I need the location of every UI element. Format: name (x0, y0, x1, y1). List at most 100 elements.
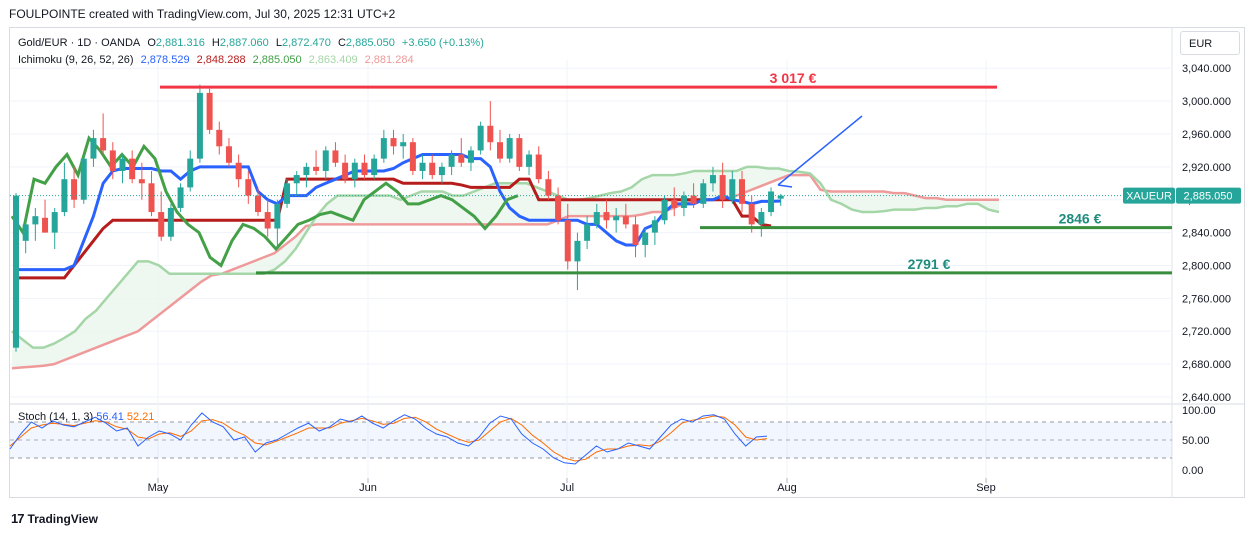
chart-legend: Gold/EUR · 1D · OANDA O2,881.316 H2,887.… (18, 35, 488, 69)
projection-arrow[interactable] (777, 115, 863, 186)
stoch-k-line (9, 412, 768, 465)
candle-body (32, 216, 39, 225)
candle-body (545, 179, 552, 196)
chart-header-title: FOULPOINTE created with TradingView.com,… (9, 7, 396, 21)
candle-body (680, 195, 687, 208)
x-tick-label: Aug (777, 482, 797, 494)
candle-body (22, 224, 29, 241)
candle-body (284, 183, 291, 204)
candle-body (739, 179, 745, 204)
y-tick-label: 3,040.000 (1182, 63, 1231, 75)
candle-body (42, 217, 49, 233)
candle-body (100, 138, 107, 151)
candle-body (671, 199, 678, 208)
symbol-badge-text: XAUEUR (1126, 191, 1172, 203)
candle-body (264, 212, 271, 229)
ichimoku-cloud (12, 166, 999, 369)
candle-body (351, 162, 358, 180)
legend-high-label: H (211, 37, 220, 49)
stoch-legend: Stoch (14, 1, 3) 56.41 52.21 (18, 411, 154, 423)
candle-body (380, 138, 387, 159)
symbol-badge (1123, 187, 1175, 204)
legend-open: 2,881.316 (155, 37, 205, 49)
resistance-level-label: 3 017 € (770, 70, 817, 86)
candle-body (729, 179, 736, 200)
candle-body (371, 158, 378, 176)
last-price-badge (1176, 187, 1241, 204)
candle-body (361, 162, 368, 176)
candle-body (584, 224, 591, 241)
candle-body (313, 166, 320, 171)
ichimoku-kijun-value: 2,848.288 (196, 54, 246, 66)
ichimoku-tenkan-value: 2,878.529 (140, 54, 190, 66)
candle-body (642, 232, 649, 245)
stoch-d-value: 52.21 (126, 411, 155, 423)
legend-open-label: O (147, 37, 156, 49)
candle-body (777, 195, 784, 199)
candle-body (467, 150, 474, 163)
candle-body (622, 216, 629, 225)
candle-body (603, 212, 610, 221)
stoch-k-value: 56.41 (96, 411, 124, 423)
legend-low: 2,872.470 (281, 37, 331, 49)
candle-body (274, 203, 281, 229)
candle-body (477, 125, 484, 151)
candle-body (129, 158, 136, 180)
candle-body (613, 216, 620, 221)
candle-body (71, 179, 78, 200)
candle-body (632, 224, 639, 245)
candle-body (748, 203, 755, 225)
ichimoku-kijun-line (16, 177, 772, 280)
candle-body (516, 138, 523, 167)
candle-body (768, 191, 775, 213)
y-tick-label: 2,960.000 (1182, 129, 1231, 141)
candle-body (719, 175, 726, 200)
candle-body (409, 142, 416, 171)
legend-row-ichimoku: Ichimoku (9, 26, 52, 26) 2,878.529 2,848… (18, 52, 488, 69)
candle-body (332, 150, 339, 163)
candle-body (80, 158, 87, 200)
stoch-y-tick-label: 50.00 (1182, 435, 1210, 447)
candle-body (158, 212, 165, 237)
legend-row-symbol: Gold/EUR · 1D · OANDA O2,881.316 H2,887.… (18, 35, 488, 52)
y-tick-label: 2,840.000 (1182, 228, 1231, 240)
candle-body (497, 142, 503, 159)
tradingview-brand: TradingView (27, 511, 98, 526)
stoch-y-tick-label: 0.00 (1182, 465, 1203, 477)
projection-arrow-tail (777, 184, 793, 188)
legend-symbol[interactable]: Gold/EUR · 1D · OANDA (18, 37, 141, 49)
y-tick-label: 2,920.000 (1182, 162, 1231, 174)
candle-body (245, 179, 252, 196)
chart-frame (9, 27, 1245, 498)
candle-body (651, 220, 658, 233)
candle-body (255, 195, 261, 213)
legend-ichimoku-label[interactable]: Ichimoku (9, 26, 52, 26) (18, 54, 134, 66)
candle-body (293, 175, 300, 184)
y-tick-label: 2,800.000 (1182, 260, 1231, 272)
candle-body (51, 212, 58, 233)
candle-body (593, 212, 600, 225)
candle-body (438, 166, 445, 176)
legend-close: 2,885.050 (345, 37, 395, 49)
candle-body (429, 162, 436, 176)
x-tick-label: Jun (359, 482, 377, 494)
legend-change: +3.650 (+0.13%) (401, 37, 484, 49)
currency-selector[interactable]: EUR (1180, 31, 1240, 55)
stoch-label[interactable]: Stoch (14, 1, 3) (18, 411, 94, 423)
candle-body (574, 240, 581, 262)
y-tick-label: 2,760.000 (1182, 293, 1231, 305)
candle-body (342, 162, 349, 180)
candle-body (458, 154, 465, 163)
candle-body (109, 150, 116, 171)
candle-body (167, 207, 174, 237)
stoch-y-tick-label: 100.00 (1182, 405, 1216, 417)
candle-body (758, 212, 765, 225)
candle-body (303, 166, 310, 176)
candle-body (216, 129, 223, 147)
candle-body (235, 162, 242, 180)
support-level-2791-label: 2791 € (908, 256, 951, 272)
tradingview-logo[interactable]: 17 TradingView (11, 511, 98, 526)
ichimoku-spanb-value: 2,881.284 (364, 54, 414, 66)
y-tick-label: 2,640.000 (1182, 392, 1231, 404)
